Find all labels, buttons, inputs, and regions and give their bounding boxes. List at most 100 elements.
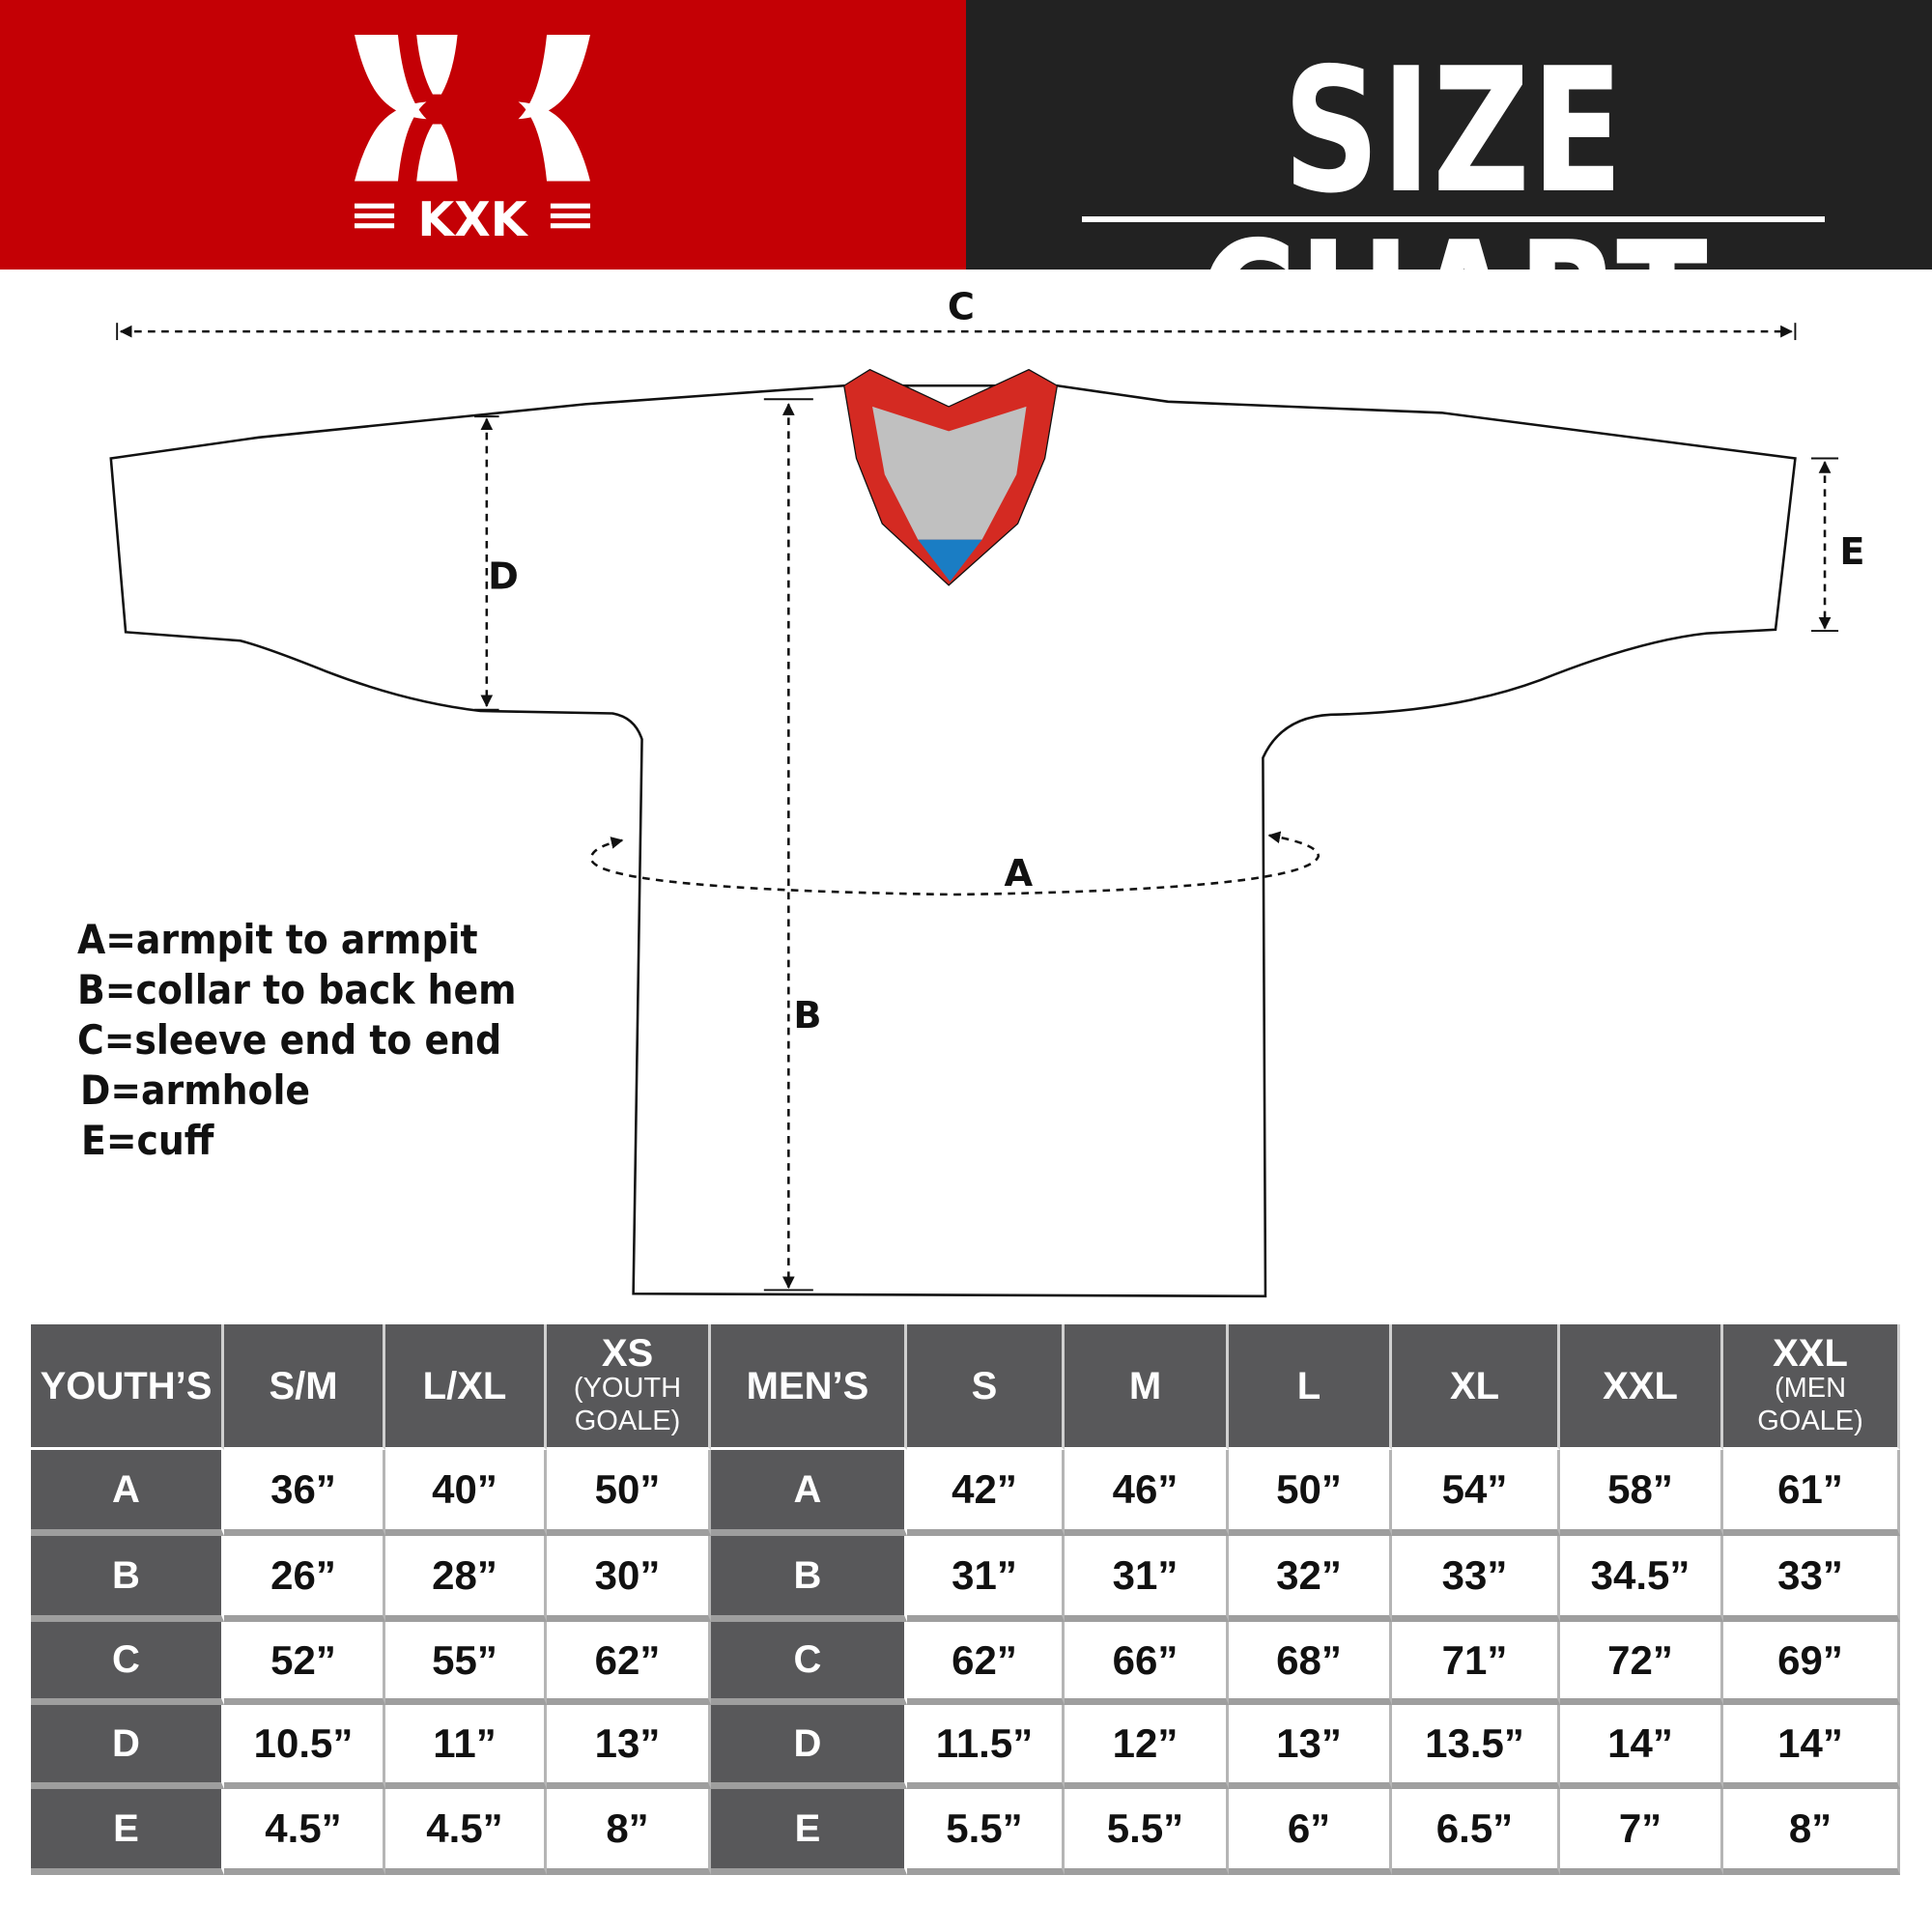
row-label-men: C: [711, 1622, 907, 1705]
table-cell: 68”: [1229, 1622, 1392, 1705]
table-cell: 14”: [1560, 1705, 1723, 1789]
title-underline: [1082, 216, 1825, 222]
header-size-label: S: [971, 1364, 998, 1407]
table-cell: 50”: [1229, 1450, 1392, 1536]
table-cell: 55”: [385, 1622, 547, 1705]
table-cell: 58”: [1560, 1450, 1723, 1536]
row-label-youth: C: [31, 1622, 224, 1705]
table-cell: 13”: [1229, 1705, 1392, 1789]
table-header-cell: XL: [1392, 1324, 1560, 1450]
table-header-cell: L: [1229, 1324, 1392, 1450]
table-header-cell: S/M: [224, 1324, 385, 1450]
table-cell: 72”: [1560, 1622, 1723, 1705]
table-cell: 4.5”: [385, 1789, 547, 1875]
collar-inner: [872, 406, 1027, 540]
legend-item-e: E=cuff: [81, 1117, 214, 1164]
label-b: B: [793, 994, 821, 1037]
collar-accent: [918, 539, 982, 582]
label-e: E: [1839, 530, 1864, 574]
row-label-men: B: [711, 1536, 907, 1622]
row-label-youth: E: [31, 1789, 224, 1875]
table-cell: 30”: [547, 1536, 711, 1622]
table-header-cell: XXL (MEN GOALE): [1723, 1324, 1900, 1450]
table-header-cell: MEN’S: [711, 1324, 907, 1450]
header-size-label: XXL: [1603, 1364, 1678, 1407]
table-cell: 33”: [1723, 1536, 1900, 1622]
table-cell: 6”: [1229, 1789, 1392, 1875]
row-label-youth: A: [31, 1450, 224, 1536]
header-size-note: (YOUTH GOALE): [573, 1372, 682, 1436]
table-header-cell: XS (YOUTH GOALE): [547, 1324, 711, 1450]
brand-banner: [0, 0, 966, 270]
table-cell: 46”: [1065, 1450, 1229, 1536]
table-cell: 11”: [385, 1705, 547, 1789]
table-header-cell: XXL: [1560, 1324, 1723, 1450]
size-table: YOUTH’S S/M L/XL XS (YOUTH GOALE) MEN’S S M L XL X…: [31, 1324, 1900, 1875]
table-cell: 6.5”: [1392, 1789, 1560, 1875]
row-label-men: D: [711, 1705, 907, 1789]
header-size-label: MEN’S: [746, 1364, 869, 1407]
row-label-men: A: [711, 1450, 907, 1536]
table-cell: 31”: [907, 1536, 1065, 1622]
table-cell: 69”: [1723, 1622, 1900, 1705]
table-cell: 71”: [1392, 1622, 1560, 1705]
table-cell: 12”: [1065, 1705, 1229, 1789]
header-size-label: XL: [1449, 1364, 1500, 1407]
label-c: C: [948, 285, 975, 328]
table-cell: 40”: [385, 1450, 547, 1536]
table-cell: 50”: [547, 1450, 711, 1536]
table-header-cell: M: [1065, 1324, 1229, 1450]
table-cell: 62”: [547, 1622, 711, 1705]
table-cell: 33”: [1392, 1536, 1560, 1622]
table-header-cell: L/XL: [385, 1324, 547, 1450]
table-cell: 61”: [1723, 1450, 1900, 1536]
table-cell: 8”: [1723, 1789, 1900, 1875]
header-size-label: L: [1296, 1364, 1321, 1407]
table-cell: 8”: [547, 1789, 711, 1875]
table-cell: 5.5”: [907, 1789, 1065, 1875]
header-size-label: S/M: [269, 1364, 338, 1407]
table-cell: 11.5”: [907, 1705, 1065, 1789]
table-cell: 5.5”: [1065, 1789, 1229, 1875]
header-size-label: YOUTH’S: [40, 1364, 213, 1407]
table-cell: 36”: [224, 1450, 385, 1536]
table-cell: 14”: [1723, 1705, 1900, 1789]
table-cell: 31”: [1065, 1536, 1229, 1622]
row-label-men: E: [711, 1789, 907, 1875]
table-cell: 10.5”: [224, 1705, 385, 1789]
header-size-note: (MEN GOALE): [1757, 1372, 1863, 1436]
table-cell: 26”: [224, 1536, 385, 1622]
kxk-logo: KXK: [355, 35, 590, 236]
header-size-label: XXL: [1773, 1331, 1848, 1375]
page-title: SIZE CHART: [1198, 31, 1710, 405]
table-cell: 13.5”: [1392, 1705, 1560, 1789]
table-cell: 32”: [1229, 1536, 1392, 1622]
table-cell: 42”: [907, 1450, 1065, 1536]
table-cell: 54”: [1392, 1450, 1560, 1536]
label-a: A: [1005, 852, 1034, 895]
legend-item-d: D=armhole: [80, 1066, 311, 1114]
title-banner: [966, 0, 1932, 270]
table-cell: 28”: [385, 1536, 547, 1622]
legend-item-c: C=sleeve end to end: [77, 1016, 502, 1064]
table-cell: 34.5”: [1560, 1536, 1723, 1622]
table-cell: 7”: [1560, 1789, 1723, 1875]
header-size-label: XS: [601, 1331, 654, 1375]
legend-item-a: A=armpit to armpit: [77, 916, 478, 963]
row-label-youth: B: [31, 1536, 224, 1622]
dimension-a-ellipse: [589, 831, 1321, 896]
table-cell: 13”: [547, 1705, 711, 1789]
table-cell: 52”: [224, 1622, 385, 1705]
table-header-cell: YOUTH’S: [31, 1324, 224, 1450]
table-cell: 66”: [1065, 1622, 1229, 1705]
logo-wordmark: KXK: [417, 192, 528, 236]
row-label-youth: D: [31, 1705, 224, 1789]
table-cell: 62”: [907, 1622, 1065, 1705]
label-d: D: [488, 555, 519, 599]
header-size-label: M: [1128, 1364, 1162, 1407]
header-size-label: L/XL: [422, 1364, 507, 1407]
legend-item-b: B=collar to back hem: [77, 966, 517, 1013]
table-cell: 4.5”: [224, 1789, 385, 1875]
table-header-cell: S: [907, 1324, 1065, 1450]
